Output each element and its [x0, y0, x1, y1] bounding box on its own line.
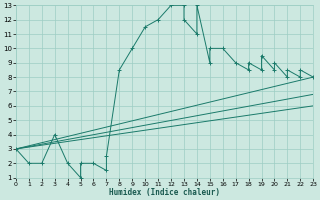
X-axis label: Humidex (Indice chaleur): Humidex (Indice chaleur) — [109, 188, 220, 197]
